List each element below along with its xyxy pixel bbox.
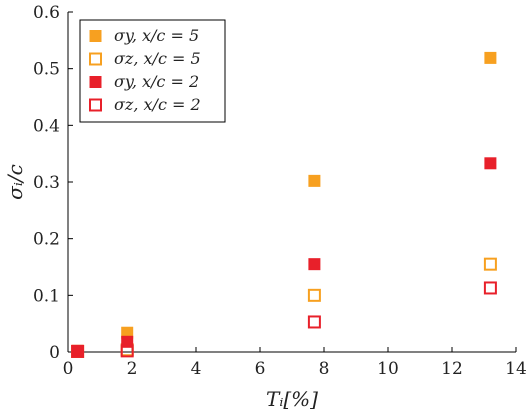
x-tick-label: 2 <box>127 359 138 379</box>
filled-square-marker <box>484 51 497 64</box>
x-axis-title: Tᵢ[%] <box>266 387 318 411</box>
x-tick-label: 14 <box>505 359 527 379</box>
legend-marker <box>89 30 102 42</box>
x-tick-label: 10 <box>377 359 399 379</box>
filled-square-marker <box>484 157 497 170</box>
filled-square-marker <box>71 344 84 357</box>
y-tick-label: 0.6 <box>33 3 60 23</box>
open-square-marker <box>483 281 497 295</box>
y-tick-label: 0.2 <box>33 230 60 250</box>
open-square-marker <box>120 344 134 358</box>
y-axis-title: σᵢ/c <box>3 164 27 200</box>
filled-square-marker <box>308 258 321 271</box>
legend: σy, x/c = 5 σz, x/c = 5 σy, x/c = 2 σz, x/c… <box>79 19 226 123</box>
legend-entry-label: σz, x/c = 5 <box>114 49 201 68</box>
y-tick-label: 0.3 <box>33 173 60 193</box>
filled-square-marker <box>308 174 321 187</box>
ticks: 0 2 4 6 8 10 12 14 0 0.1 0.2 0.3 0.4 0.5 0.6 <box>33 3 527 379</box>
filled-square-marker <box>121 335 134 348</box>
open-square-marker <box>307 315 321 329</box>
legend-marker <box>89 76 102 88</box>
legend-box <box>79 19 226 123</box>
y-tick-label: 0.5 <box>33 60 60 80</box>
y-tick-label: 0 <box>49 343 60 363</box>
open-square-marker <box>307 288 321 302</box>
y-tick-label: 0.1 <box>33 286 60 306</box>
legend-marker <box>89 52 102 66</box>
y-tick-label: 0.4 <box>33 116 60 136</box>
x-tick-label: 4 <box>191 359 202 379</box>
open-square-marker <box>483 257 497 271</box>
legend-entry-label: σz, x/c = 2 <box>114 95 201 114</box>
legend-marker <box>89 98 102 112</box>
x-tick-label: 6 <box>255 359 266 379</box>
open-square-marker <box>71 344 85 358</box>
legend-entry-label: σy, x/c = 5 <box>114 26 199 45</box>
x-tick-label: 0 <box>63 359 74 379</box>
data-markers <box>71 51 497 358</box>
x-tick-label: 12 <box>441 359 463 379</box>
legend-entry-label: σy, x/c = 2 <box>114 72 199 91</box>
x-tick-label: 8 <box>319 359 330 379</box>
